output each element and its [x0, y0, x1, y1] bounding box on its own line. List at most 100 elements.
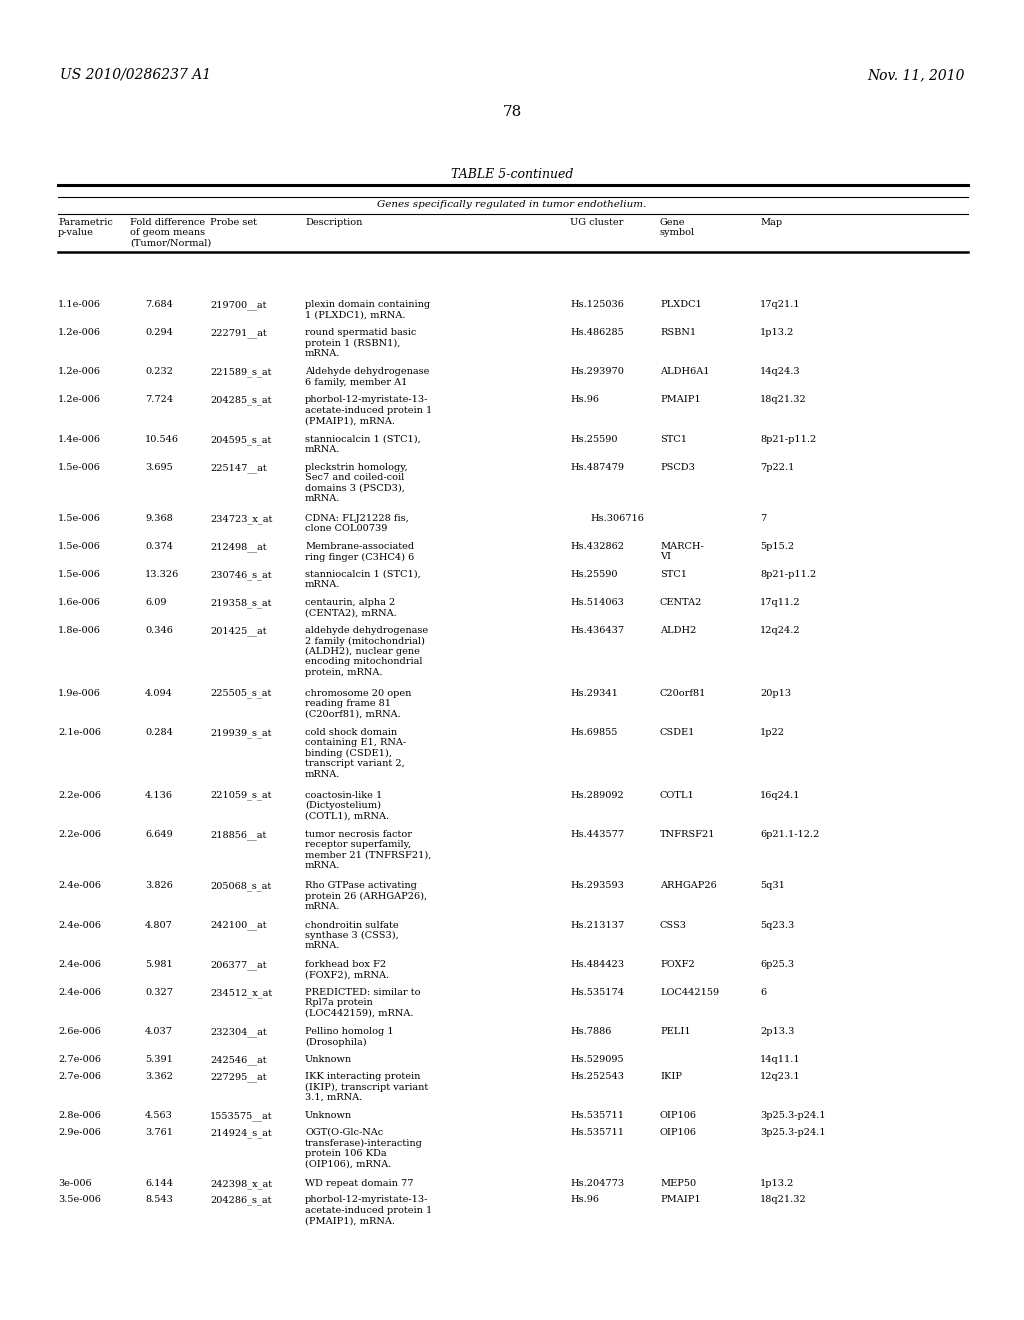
Text: 16q24.1: 16q24.1	[760, 791, 801, 800]
Text: 8.543: 8.543	[145, 1196, 173, 1204]
Text: 12q23.1: 12q23.1	[760, 1072, 801, 1081]
Text: Nov. 11, 2010: Nov. 11, 2010	[867, 69, 965, 82]
Text: 219358_s_at: 219358_s_at	[210, 598, 271, 607]
Text: 6: 6	[760, 987, 766, 997]
Text: ARHGAP26: ARHGAP26	[660, 880, 717, 890]
Text: 1.5e-006: 1.5e-006	[58, 513, 101, 523]
Text: 242100__at: 242100__at	[210, 920, 266, 931]
Text: OIP106: OIP106	[660, 1111, 697, 1121]
Text: cold shock domain
containing E1, RNA-
binding (CSDE1),
transcript variant 2,
mRN: cold shock domain containing E1, RNA- bi…	[305, 729, 407, 779]
Text: 219700__at: 219700__at	[210, 300, 266, 310]
Text: 9.368: 9.368	[145, 513, 173, 523]
Text: 4.094: 4.094	[145, 689, 173, 697]
Text: Hs.293970: Hs.293970	[570, 367, 624, 376]
Text: Hs.289092: Hs.289092	[570, 791, 624, 800]
Text: 3e-006: 3e-006	[58, 1179, 91, 1188]
Text: 0.284: 0.284	[145, 729, 173, 737]
Text: stanniocalcin 1 (STC1),
mRNA.: stanniocalcin 1 (STC1), mRNA.	[305, 570, 421, 590]
Text: OGT(O-Glc-NAc
transferase)-interacting
protein 106 KDa
(OIP106), mRNA.: OGT(O-Glc-NAc transferase)-interacting p…	[305, 1129, 423, 1168]
Text: 8p21-p11.2: 8p21-p11.2	[760, 570, 816, 579]
Text: Hs.432862: Hs.432862	[570, 543, 624, 550]
Text: 2p13.3: 2p13.3	[760, 1027, 795, 1036]
Text: Genes specifically regulated in tumor endothelium.: Genes specifically regulated in tumor en…	[377, 201, 647, 209]
Text: coactosin-like 1
(Dictyostelium)
(COTL1), mRNA.: coactosin-like 1 (Dictyostelium) (COTL1)…	[305, 791, 389, 821]
Text: Fold difference
of geom means
(Tumor/Normal): Fold difference of geom means (Tumor/Nor…	[130, 218, 211, 248]
Text: 0.294: 0.294	[145, 327, 173, 337]
Text: 2.4e-006: 2.4e-006	[58, 960, 101, 969]
Text: 1p22: 1p22	[760, 729, 785, 737]
Text: 2.6e-006: 2.6e-006	[58, 1027, 101, 1036]
Text: Hs.204773: Hs.204773	[570, 1179, 624, 1188]
Text: 8p21-p11.2: 8p21-p11.2	[760, 436, 816, 444]
Text: 3.695: 3.695	[145, 463, 173, 473]
Text: 1p13.2: 1p13.2	[760, 327, 795, 337]
Text: Hs.484423: Hs.484423	[570, 960, 624, 969]
Text: PREDICTED: similar to
Rpl7a protein
(LOC442159), mRNA.: PREDICTED: similar to Rpl7a protein (LOC…	[305, 987, 421, 1018]
Text: Gene
symbol: Gene symbol	[660, 218, 695, 238]
Text: Pellino homolog 1
(Drosophila): Pellino homolog 1 (Drosophila)	[305, 1027, 393, 1047]
Text: 1.2e-006: 1.2e-006	[58, 367, 101, 376]
Text: 2.7e-006: 2.7e-006	[58, 1072, 101, 1081]
Text: Hs.306716: Hs.306716	[590, 513, 644, 523]
Text: PSCD3: PSCD3	[660, 463, 695, 473]
Text: 222791__at: 222791__at	[210, 327, 266, 338]
Text: Hs.535711: Hs.535711	[570, 1129, 624, 1137]
Text: 20p13: 20p13	[760, 689, 792, 697]
Text: 17q21.1: 17q21.1	[760, 300, 801, 309]
Text: STC1: STC1	[660, 436, 687, 444]
Text: 10.546: 10.546	[145, 436, 179, 444]
Text: CSDE1: CSDE1	[660, 729, 695, 737]
Text: 2.7e-006: 2.7e-006	[58, 1056, 101, 1064]
Text: 6p25.3: 6p25.3	[760, 960, 795, 969]
Text: Hs.535174: Hs.535174	[570, 987, 624, 997]
Text: 5q23.3: 5q23.3	[760, 920, 795, 929]
Text: PELI1: PELI1	[660, 1027, 690, 1036]
Text: Hs.7886: Hs.7886	[570, 1027, 611, 1036]
Text: Hs.25590: Hs.25590	[570, 436, 617, 444]
Text: 227295__at: 227295__at	[210, 1072, 266, 1081]
Text: 1.6e-006: 1.6e-006	[58, 598, 101, 607]
Text: Hs.514063: Hs.514063	[570, 598, 624, 607]
Text: Unknown: Unknown	[305, 1056, 352, 1064]
Text: Hs.529095: Hs.529095	[570, 1056, 624, 1064]
Text: Hs.252543: Hs.252543	[570, 1072, 624, 1081]
Text: PLXDC1: PLXDC1	[660, 300, 701, 309]
Text: 3.362: 3.362	[145, 1072, 173, 1081]
Text: round spermatid basic
protein 1 (RSBN1),
mRNA.: round spermatid basic protein 1 (RSBN1),…	[305, 327, 417, 358]
Text: Hs.96: Hs.96	[570, 1196, 599, 1204]
Text: 1.5e-006: 1.5e-006	[58, 543, 101, 550]
Text: 225147__at: 225147__at	[210, 463, 266, 473]
Text: 3.5e-006: 3.5e-006	[58, 1196, 101, 1204]
Text: Parametric
p-value: Parametric p-value	[58, 218, 113, 238]
Text: 1.8e-006: 1.8e-006	[58, 626, 101, 635]
Text: Hs.25590: Hs.25590	[570, 570, 617, 579]
Text: 5.391: 5.391	[145, 1056, 173, 1064]
Text: 1553575__at: 1553575__at	[210, 1111, 272, 1121]
Text: 2.4e-006: 2.4e-006	[58, 987, 101, 997]
Text: Hs.293593: Hs.293593	[570, 880, 624, 890]
Text: phorbol-12-myristate-13-
acetate-induced protein 1
(PMAIP1), mRNA.: phorbol-12-myristate-13- acetate-induced…	[305, 396, 432, 425]
Text: 1.2e-006: 1.2e-006	[58, 327, 101, 337]
Text: forkhead box F2
(FOXF2), mRNA.: forkhead box F2 (FOXF2), mRNA.	[305, 960, 389, 979]
Text: 4.563: 4.563	[145, 1111, 173, 1121]
Text: 1.2e-006: 1.2e-006	[58, 396, 101, 404]
Text: 17q11.2: 17q11.2	[760, 598, 801, 607]
Text: IKIP: IKIP	[660, 1072, 682, 1081]
Text: 225505_s_at: 225505_s_at	[210, 689, 271, 698]
Text: C20orf81: C20orf81	[660, 689, 707, 697]
Text: Hs.96: Hs.96	[570, 396, 599, 404]
Text: 3p25.3-p24.1: 3p25.3-p24.1	[760, 1111, 825, 1121]
Text: chondroitin sulfate
synthase 3 (CSS3),
mRNA.: chondroitin sulfate synthase 3 (CSS3), m…	[305, 920, 398, 950]
Text: 0.327: 0.327	[145, 987, 173, 997]
Text: Hs.487479: Hs.487479	[570, 463, 624, 473]
Text: 0.232: 0.232	[145, 367, 173, 376]
Text: chromosome 20 open
reading frame 81
(C20orf81), mRNA.: chromosome 20 open reading frame 81 (C20…	[305, 689, 412, 718]
Text: Map: Map	[760, 218, 782, 227]
Text: 2.8e-006: 2.8e-006	[58, 1111, 101, 1121]
Text: ALDH2: ALDH2	[660, 626, 696, 635]
Text: Rho GTPase activating
protein 26 (ARHGAP26),
mRNA.: Rho GTPase activating protein 26 (ARHGAP…	[305, 880, 427, 911]
Text: 0.346: 0.346	[145, 626, 173, 635]
Text: tumor necrosis factor
receptor superfamily,
member 21 (TNFRSF21),
mRNA.: tumor necrosis factor receptor superfami…	[305, 830, 431, 870]
Text: 3.826: 3.826	[145, 880, 173, 890]
Text: 2.4e-006: 2.4e-006	[58, 920, 101, 929]
